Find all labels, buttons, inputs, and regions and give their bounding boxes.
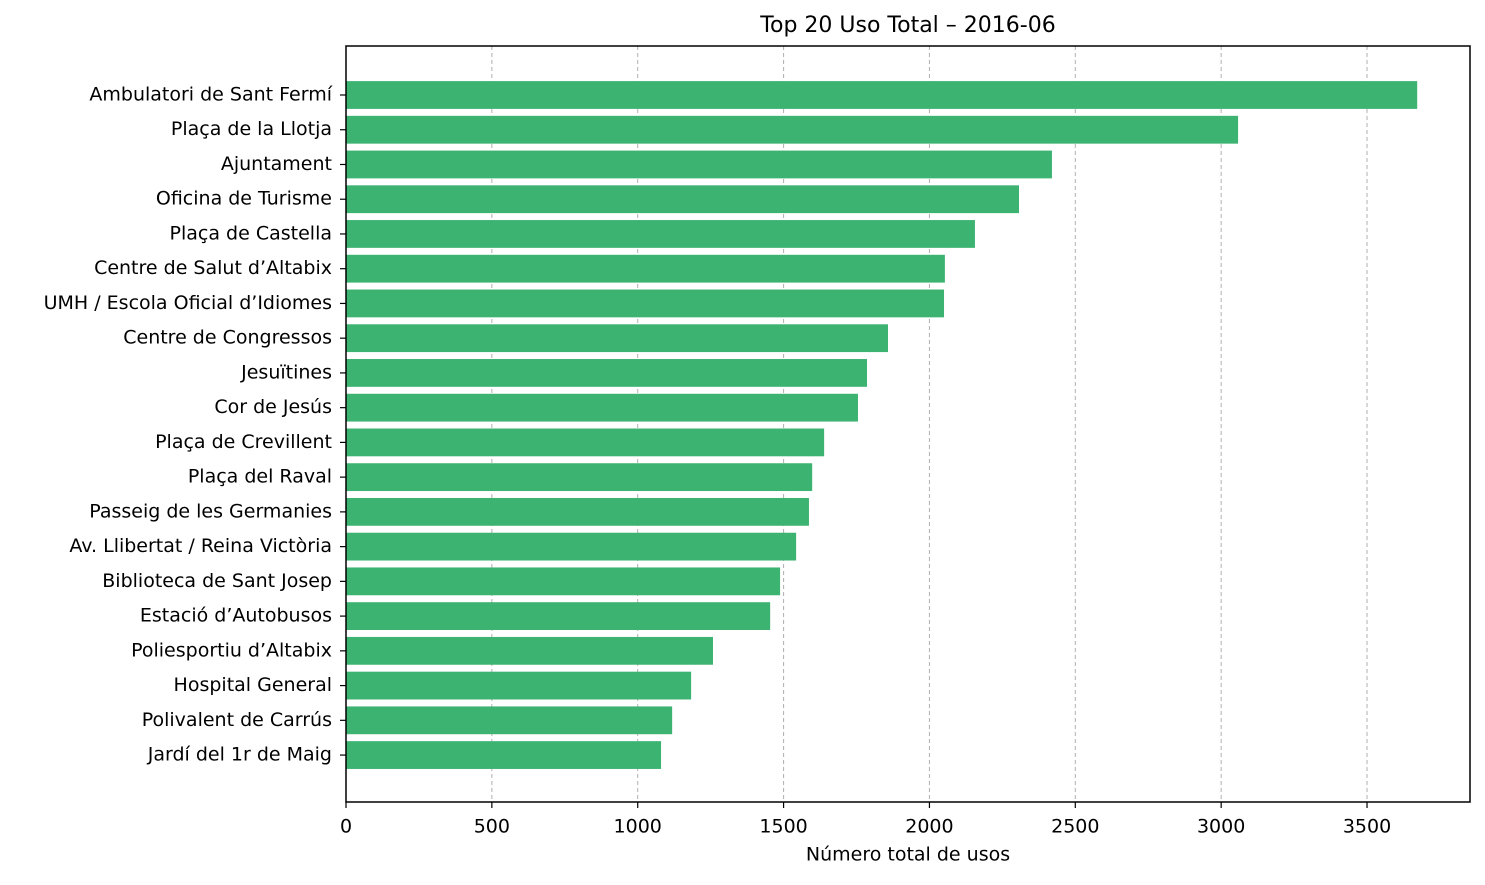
y-tick-label: Polivalent de Carrús xyxy=(142,709,332,731)
bar xyxy=(346,463,813,492)
bar xyxy=(346,220,975,248)
bar xyxy=(346,289,945,318)
y-tick-label: Estació d’Autobusos xyxy=(140,605,332,627)
y-tick-label: UMH / Escola Oficial d’Idiomes xyxy=(44,292,332,314)
bar xyxy=(346,497,809,526)
y-tick-label: Ajuntament xyxy=(221,153,332,175)
y-tick-label: Plaça del Raval xyxy=(188,466,332,488)
y-tick-label: Av. Llibertat / Reina Victòria xyxy=(69,535,332,557)
x-tick-label: 2000 xyxy=(905,816,953,838)
y-tick-label: Biblioteca de Sant Josep xyxy=(102,570,332,592)
bar xyxy=(346,393,858,422)
y-tick-label: Poliesportiu d’Altabix xyxy=(131,639,332,661)
plot-area: 0 500 1000 1500 2000 2500 3000 3500 Ambulatori d… xyxy=(44,46,1418,838)
bar xyxy=(346,741,662,769)
bar xyxy=(346,324,889,353)
x-tick-label: 3500 xyxy=(1343,816,1391,838)
y-tick-label: Plaça de Crevillent xyxy=(155,431,332,453)
x-tick-label: 500 xyxy=(474,816,510,838)
bar xyxy=(346,532,797,561)
bar xyxy=(346,706,673,735)
x-tick-label: 1500 xyxy=(759,816,807,838)
y-tick-label: Plaça de Castella xyxy=(170,222,332,244)
y-tick-label: Centre de Congressos xyxy=(123,327,332,349)
x-tick-label: 2500 xyxy=(1051,816,1099,838)
bar xyxy=(346,185,1019,214)
bar xyxy=(346,636,713,665)
x-axis-label: Número total de usos xyxy=(806,844,1010,866)
x-tick-label: 3000 xyxy=(1197,816,1245,838)
bar xyxy=(346,567,781,596)
bar xyxy=(346,115,1239,144)
y-tick-label: Passeig de les Germanies xyxy=(89,500,332,522)
bar xyxy=(346,150,1052,179)
y-tick-label: Centre de Salut d’Altabix xyxy=(94,257,332,279)
y-tick-label: Ambulatori de Sant Fermí xyxy=(89,84,332,106)
x-tick-label: 1000 xyxy=(614,816,662,838)
chart-title: Top 20 Uso Total – 2016-06 xyxy=(759,13,1055,38)
bar xyxy=(346,602,771,630)
y-tick-label: Jesuïtines xyxy=(240,361,332,383)
axes-frame xyxy=(345,45,1471,803)
y-tick-label: Cor de Jesús xyxy=(214,396,332,418)
bar xyxy=(346,81,1418,109)
y-tick-label: Oficina de Turisme xyxy=(156,188,332,210)
bar xyxy=(346,254,945,283)
bar xyxy=(346,428,825,457)
y-tick-label: Jardí del 1r de Maig xyxy=(147,744,332,766)
y-tick-label: Plaça de la Llotja xyxy=(171,118,332,140)
y-tick-label: Hospital General xyxy=(174,674,332,696)
bar xyxy=(346,359,868,387)
x-tick-label: 0 xyxy=(340,816,352,838)
bar xyxy=(346,671,692,700)
